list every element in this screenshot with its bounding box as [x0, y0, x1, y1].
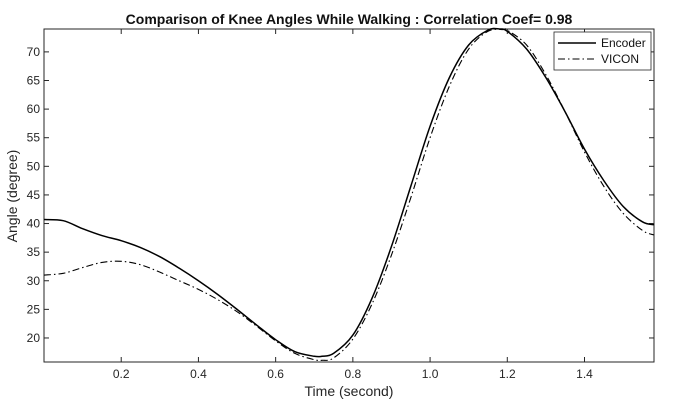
y-axis-ticks: 20 25 30 35 40 45 50 55 60 65 70 [27, 45, 654, 345]
legend-box [553, 31, 652, 71]
plot-area-frame [43, 28, 655, 363]
legend: Encoder VICON [553, 31, 652, 71]
y-tick-label: 45 [27, 188, 41, 202]
y-tick-label: 70 [27, 45, 41, 59]
x-tick-label: 1.4 [576, 367, 593, 381]
y-tick-label: 20 [27, 331, 41, 345]
y-tick-label: 35 [27, 245, 41, 259]
x-tick-label: 0.6 [267, 367, 284, 381]
y-axis-label: Angle (degree) [4, 150, 20, 243]
x-axis-label: Time (second) [305, 383, 394, 399]
x-tick-label: 0.2 [113, 367, 130, 381]
x-tick-label: 0.8 [345, 367, 362, 381]
x-axis-ticks: 0.2 0.4 0.6 0.8 1.0 1.2 1.4 [113, 29, 593, 381]
series-lines [43, 27, 655, 362]
y-tick-label: 55 [27, 131, 41, 145]
legend-label-vicon: VICON [601, 52, 639, 66]
legend-label-encoder: Encoder [601, 36, 646, 50]
y-tick-label: 25 [27, 302, 41, 316]
x-tick-label: 1.0 [422, 367, 439, 381]
chart-title: Comparison of Knee Angles While Walking … [126, 11, 573, 27]
y-tick-label: 65 [27, 73, 41, 87]
y-tick-label: 30 [27, 274, 41, 288]
series-line-vicon [43, 28, 655, 362]
x-tick-label: 1.2 [499, 367, 516, 381]
series-line-encoder [43, 27, 655, 358]
x-tick-label: 0.4 [190, 367, 207, 381]
y-tick-label: 60 [27, 102, 41, 116]
y-tick-label: 50 [27, 159, 41, 173]
y-tick-label: 40 [27, 217, 41, 231]
